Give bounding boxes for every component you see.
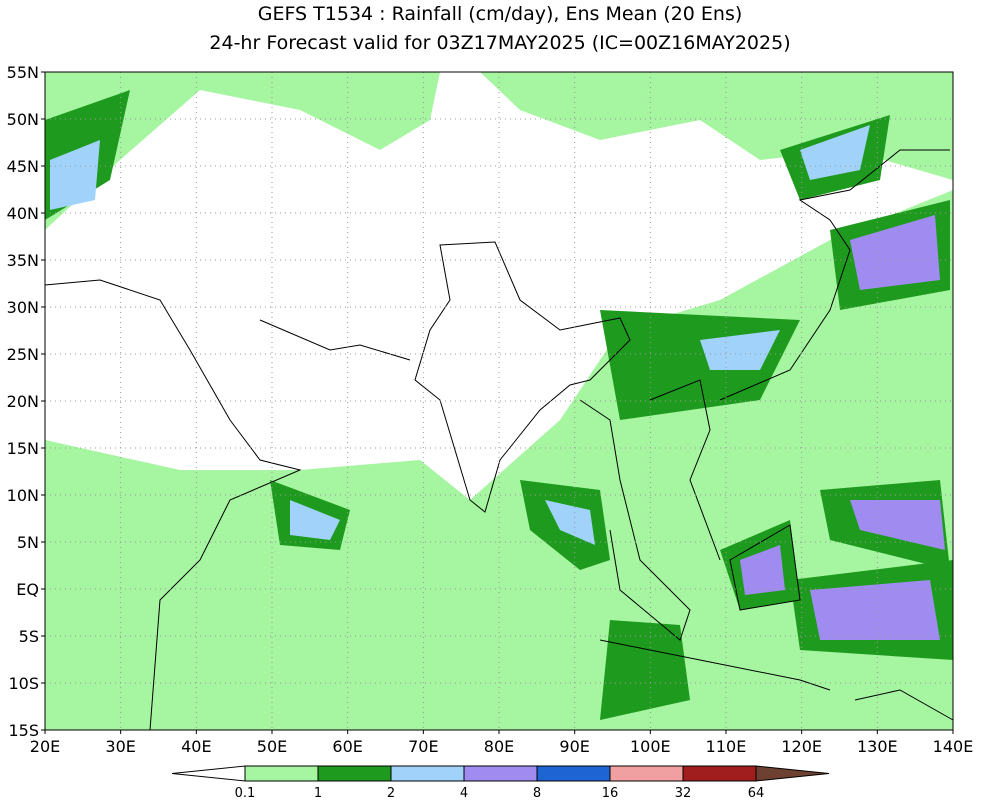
lat-label: 5S: [19, 627, 39, 646]
lat-label: 20N: [7, 392, 39, 411]
title-line: GEFS T1534 : Rainfall (cm/day), Ens Mean…: [258, 3, 743, 25]
colorbar: 0.1 1 2 4 8 16 32 64: [171, 765, 830, 800]
rain-area: [545, 500, 595, 545]
rain-area: [50, 140, 100, 210]
coastline: [649, 379, 721, 561]
rain-area: [700, 330, 780, 370]
colorbar-cell: [609, 765, 684, 782]
colorbar-label: 8: [533, 786, 541, 800]
rain-area: [740, 545, 785, 595]
colorbar-end: [755, 765, 830, 782]
coastline: [719, 149, 950, 401]
coastline: [579, 399, 691, 641]
graticule: [41, 71, 954, 734]
rain-area: [810, 580, 940, 640]
lat-label: 45N: [7, 157, 39, 176]
india-outline: [414, 241, 631, 513]
lon-label: 20E: [30, 737, 60, 756]
lat-label: 40N: [7, 204, 39, 223]
colorbar-label: 0.1: [235, 786, 256, 800]
colorbar-label: 2: [387, 786, 395, 800]
colorbar-label: 16: [602, 786, 619, 800]
lon-label: 50E: [257, 737, 287, 756]
coastline: [44, 279, 302, 731]
lat-label: 10N: [7, 486, 39, 505]
lon-label: 140E: [933, 737, 974, 756]
lon-label: 80E: [484, 737, 514, 756]
lat-label: 30N: [7, 298, 39, 317]
rain-field: [45, 72, 953, 730]
lon-label: 70E: [408, 737, 438, 756]
lon-label: 120E: [781, 737, 822, 756]
lon-label: 30E: [105, 737, 135, 756]
coastline: [259, 319, 411, 361]
rain-area: [290, 500, 340, 540]
colorbar-end: [171, 765, 246, 782]
lat-label: 55N: [7, 63, 39, 82]
colorbar-cell: [682, 765, 757, 782]
lat-label: EQ: [16, 580, 39, 599]
lat-label: 15S: [8, 721, 39, 740]
rain-area: [480, 72, 953, 180]
colorbar-cell: [536, 765, 611, 782]
lon-label: 90E: [559, 737, 589, 756]
map-frame: [44, 71, 954, 731]
coastlines: [44, 149, 954, 731]
colorbar-cell: [244, 765, 319, 782]
colorbar-label: 1: [314, 786, 322, 800]
colorbar-cell: [390, 765, 465, 782]
lat-label: 25N: [7, 345, 39, 364]
title-line: 24-hr Forecast valid for 03Z17MAY2025 (I…: [209, 32, 790, 54]
lat-label: 10S: [8, 674, 39, 693]
rain-area: [800, 125, 870, 180]
rain-area: [45, 72, 440, 230]
coastline: [854, 689, 954, 721]
coastline: [599, 639, 831, 691]
lat-label: 15N: [7, 439, 39, 458]
lat-label: 5N: [17, 533, 39, 552]
rain-area: [850, 500, 945, 550]
lat-label: 35N: [7, 251, 39, 270]
island: [729, 524, 801, 611]
colorbar-label: 4: [460, 786, 468, 800]
lon-label: 100E: [630, 737, 671, 756]
colorbar-label: 32: [675, 786, 692, 800]
lon-label: 40E: [181, 737, 211, 756]
colorbar-cell: [463, 765, 538, 782]
lon-label: 130E: [857, 737, 898, 756]
lat-label: 50N: [7, 110, 39, 129]
lon-label: 60E: [332, 737, 362, 756]
lon-label: 110E: [706, 737, 747, 756]
colorbar-label: 64: [748, 786, 765, 800]
rain-area: [850, 215, 940, 290]
colorbar-cell: [317, 765, 392, 782]
